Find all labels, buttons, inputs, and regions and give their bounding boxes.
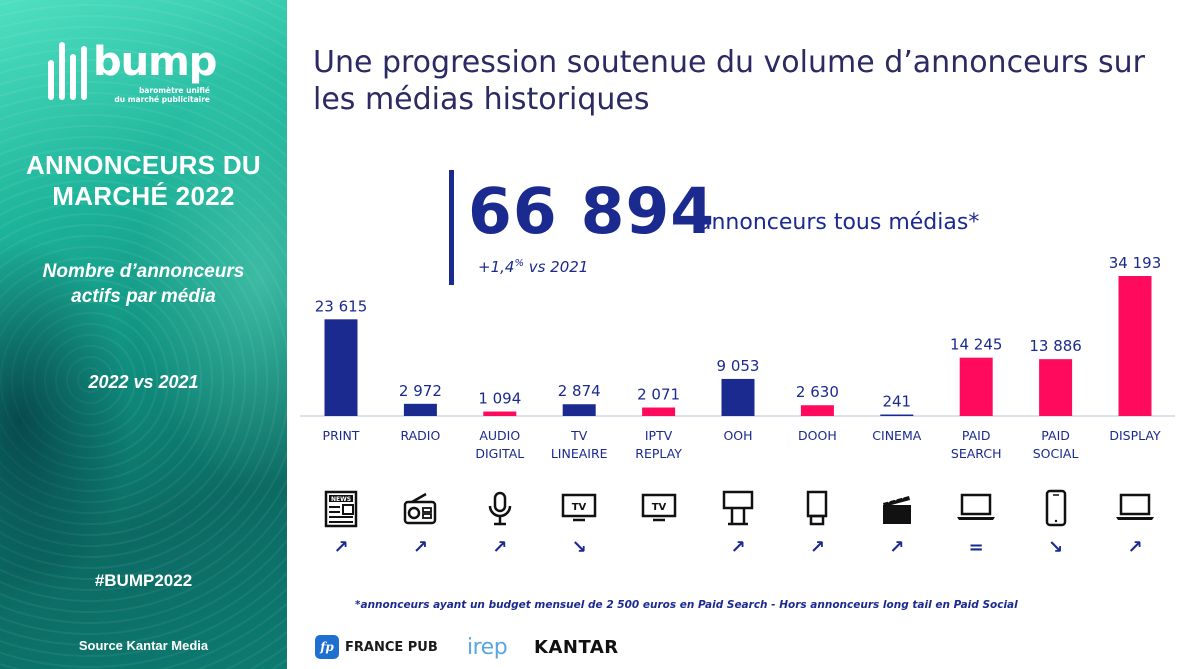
newspaper-icon: NEWS [323, 489, 359, 529]
svg-text:TV: TV [572, 502, 587, 513]
sidebar-title-line2: MARCHÉ 2022 [52, 181, 235, 211]
laptop-icon [956, 489, 996, 529]
category-label-3-1: LINEAIRE [551, 446, 608, 461]
trend-indicator-3: ↘ [571, 537, 587, 558]
francepub-logo: fp FRANCE PUB [315, 632, 438, 662]
value-label-8: 14 245 [950, 336, 1003, 354]
smartphone-icon [1038, 489, 1074, 529]
bar-2 [483, 411, 517, 416]
trend-indicator-8: = [968, 537, 984, 558]
francepub-badge: fp [315, 635, 339, 659]
sidebar-subtitle: Nombre d’annonceurs actifs par média [0, 259, 287, 309]
value-label-0: 23 615 [315, 297, 368, 315]
value-label-4: 2 071 [637, 386, 680, 404]
kpi-accent-bar [449, 170, 454, 285]
footnote: *annonceurs ayant un budget mensuel de 2… [355, 599, 1018, 611]
logo-subtitle-line1: baromètre unifié [138, 86, 210, 95]
category-label-1-0: RADIO [400, 428, 440, 443]
francepub-text: FRANCE PUB [345, 639, 438, 655]
category-label-10-0: DISPLAY [1109, 428, 1161, 443]
trend-indicator-6: ↗ [809, 537, 825, 558]
source-credit: Source Kantar Media [78, 638, 209, 653]
bar-chart: 23 615 PRINT 2 972 RADIO 1 094 AUDIO DIGITAL 2 … [300, 254, 1175, 461]
bar-1 [403, 403, 437, 416]
sidebar-title: ANNONCEURS DU MARCHÉ 2022 [0, 150, 287, 212]
category-label-5-0: OOH [723, 428, 752, 443]
value-label-10: 34 193 [1109, 254, 1162, 272]
bar-3 [562, 404, 596, 416]
kpi-value: 66 894 [468, 175, 716, 248]
value-label-7: 241 [882, 393, 911, 411]
bar-5 [721, 378, 755, 416]
kantar-logo: KANTAR [534, 632, 619, 662]
kpi-growth-value: +1,4 [478, 258, 515, 276]
sidebar-period: 2022 vs 2021 [88, 372, 199, 392]
trend-indicator-5: ↗ [730, 537, 746, 558]
trend-indicator-9: ↘ [1048, 537, 1064, 558]
trend-indicator-10: ↗ [1127, 537, 1143, 558]
svg-text:TV: TV [651, 502, 666, 513]
bar-10 [1118, 276, 1152, 416]
value-label-5: 9 053 [717, 357, 760, 375]
trend-indicator-1: ↗ [412, 537, 428, 558]
category-label-2-0: AUDIO [479, 428, 520, 443]
microphone-icon [482, 489, 518, 529]
bar-9 [1039, 359, 1073, 416]
logo-subtitle-line2: du marché publicitaire [114, 95, 210, 104]
category-label-9-1: SOCIAL [1033, 446, 1079, 461]
value-label-6: 2 630 [796, 383, 839, 401]
kantar-text: KANTAR [534, 636, 619, 658]
value-label-2: 1 094 [478, 390, 521, 408]
category-label-9-0: PAID [1041, 428, 1070, 443]
irep-logo: irep [467, 632, 508, 662]
laptop-icon [1115, 489, 1155, 529]
sidebar: bump baromètre unifié du marché publicit… [0, 0, 287, 669]
category-label-6-0: DOOH [798, 428, 837, 443]
value-label-1: 2 972 [399, 382, 442, 400]
category-label-3-0: TV [570, 428, 588, 443]
bump-logo: bump baromètre unifié du marché publicit… [48, 39, 217, 104]
category-label-2-1: DIGITAL [475, 446, 524, 461]
clapperboard-icon [879, 489, 915, 529]
bar-6 [800, 405, 834, 416]
category-label-7-0: CINEMA [872, 428, 921, 443]
trend-indicator-7: ↗ [889, 537, 905, 558]
hashtag: #BUMP2022 [94, 571, 193, 590]
sidebar-subtitle-line1: Nombre d’annonceurs [42, 261, 245, 282]
trend-indicator-2: ↗ [492, 537, 508, 558]
radio-icon [402, 489, 438, 529]
page-title: Une progression soutenue du volume d’ann… [313, 44, 1173, 118]
sidebar-subtitle-line2: actifs par média [71, 286, 216, 307]
logo-bars-icon [48, 42, 87, 100]
logo-word: bump [93, 39, 217, 85]
bar-8 [959, 357, 993, 416]
bar-7 [880, 414, 914, 416]
bar-0 [324, 319, 358, 416]
category-label-4-1: REPLAY [635, 446, 682, 461]
category-label-4-0: IPTV [645, 428, 673, 443]
irep-text: irep [467, 634, 508, 660]
tv-icon: TV [641, 489, 677, 529]
kpi-growth-suffix: vs 2021 [523, 258, 589, 276]
kpi-label: annonceurs tous médias* [698, 210, 980, 235]
page-title-line2: les médias historiques [313, 82, 650, 117]
trend-indicator-0: ↗ [333, 537, 349, 558]
value-label-3: 2 874 [558, 382, 601, 400]
digital-screen-icon [799, 489, 835, 529]
sidebar-title-line1: ANNONCEURS DU [25, 150, 262, 180]
kpi-growth: +1,4% vs 2021 [478, 258, 588, 276]
bar-4 [642, 407, 676, 416]
page-title-line1: Une progression soutenue du volume d’ann… [313, 45, 1146, 80]
category-label-8-0: PAID [962, 428, 991, 443]
category-label-0-0: PRINT [323, 428, 360, 443]
logo-subtitle: baromètre unifié du marché publicitaire [114, 86, 210, 104]
kpi-growth-unit: % [514, 258, 524, 269]
tv-icon: TV [561, 489, 597, 529]
svg-text:NEWS: NEWS [331, 496, 351, 503]
category-label-8-1: SEARCH [951, 446, 1002, 461]
billboard-icon [720, 489, 756, 529]
value-label-9: 13 886 [1029, 337, 1082, 355]
